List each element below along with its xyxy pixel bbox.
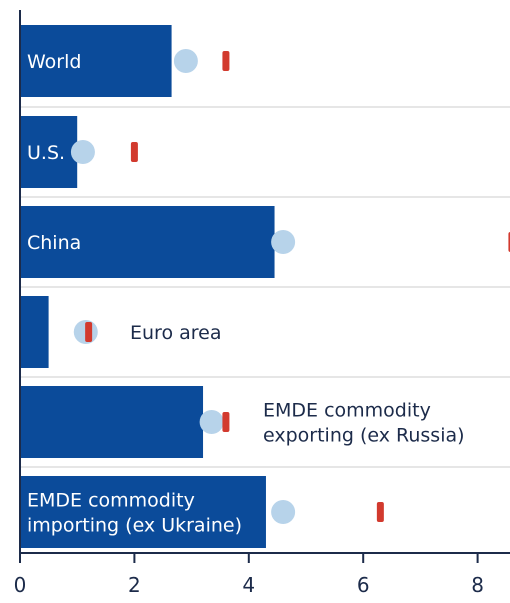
category-label: World [27,51,81,73]
axes [19,10,510,554]
gridlines [20,106,510,468]
x-tick-label: 4 [242,573,255,597]
x-tick-label: 2 [128,573,141,597]
x-tick-label: 0 [14,573,27,597]
category-label: importing (ex Ukraine) [27,515,242,537]
bar [20,386,204,458]
category-labels: World U.S. China Euro area EMDE commodity exp… [27,51,465,537]
bar [20,116,78,188]
dash-marker [222,412,230,432]
dash-marker [130,142,138,162]
category-label: EMDE commodity [263,400,431,422]
category-label: China [27,232,81,254]
bar-series [20,25,275,548]
category-label: EMDE commodity [27,490,195,512]
circle-marker [271,230,296,254]
category-label: Euro area [130,322,221,344]
circle-marker [199,410,224,434]
bar [20,296,49,368]
category-label: U.S. [27,142,65,164]
dash-marker [376,502,384,522]
dash-marker [85,322,93,342]
x-tick-label: 8 [471,573,484,597]
circle-marker [271,500,296,524]
dash-marker [222,51,230,71]
circle-marker [70,140,95,164]
circle-marker [173,49,198,73]
bar [20,206,275,278]
bar [20,476,266,548]
x-tick-label: 6 [357,573,370,597]
x-axis-ticks: 0 2 4 6 8 [14,553,484,597]
bar [20,25,172,97]
category-label: exporting (ex Russia) [263,425,465,447]
